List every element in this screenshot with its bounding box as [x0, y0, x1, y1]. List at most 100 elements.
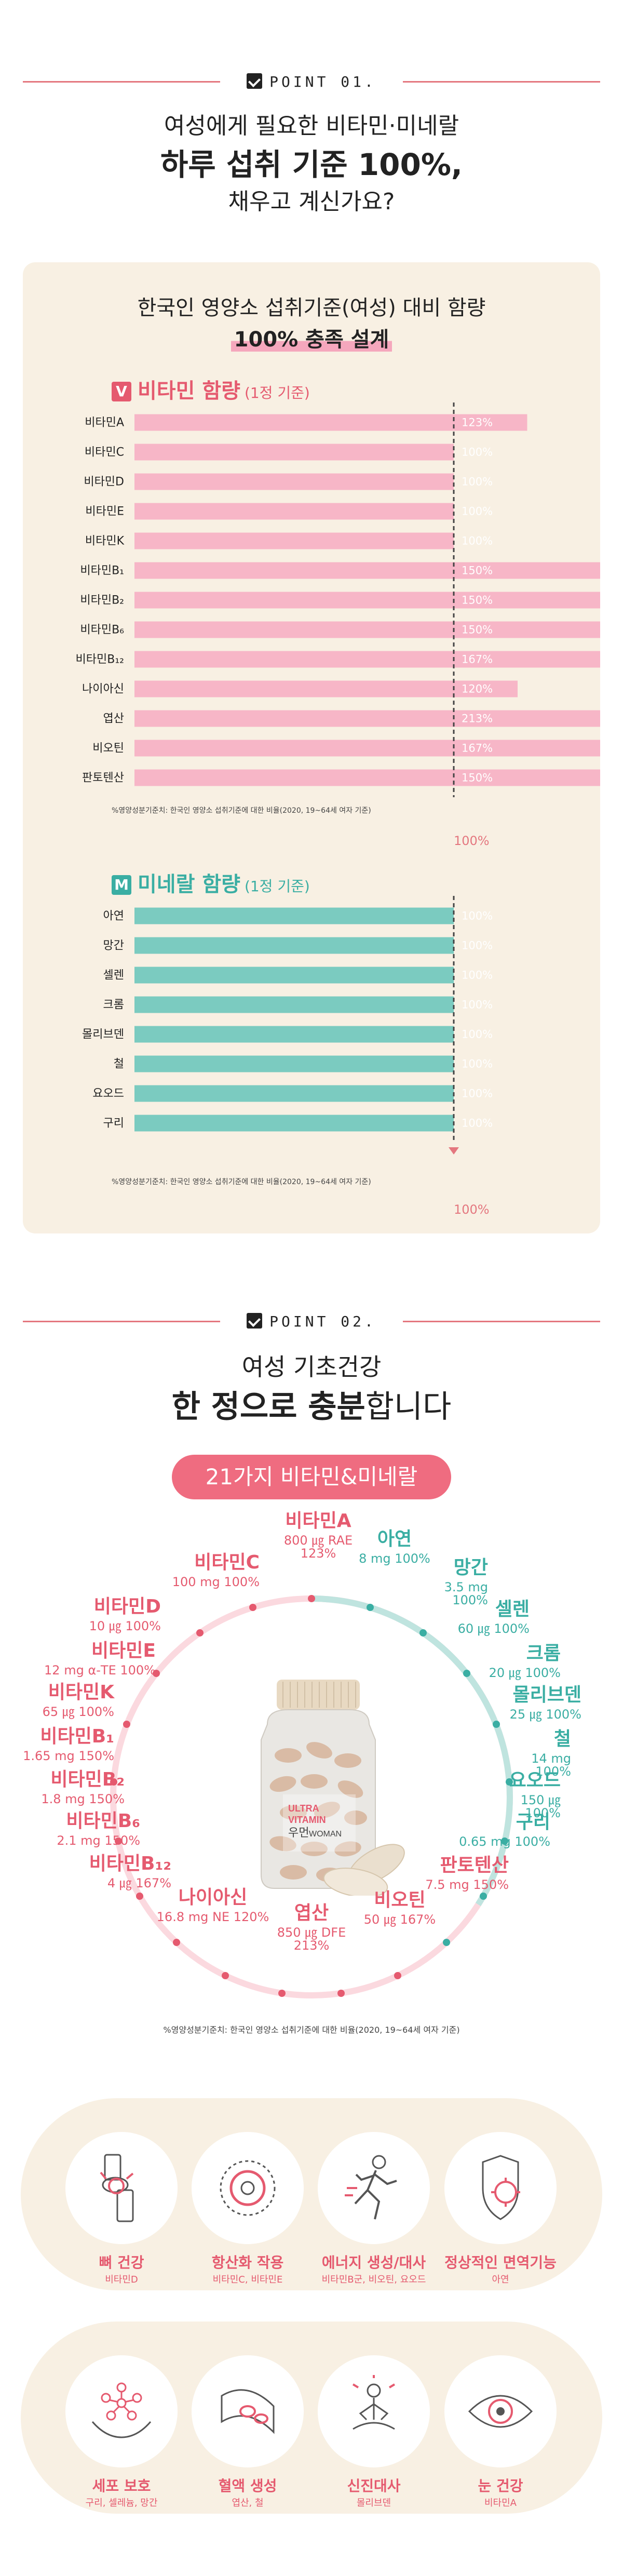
ring-dot — [463, 1669, 470, 1677]
mineral-note: %영양성분기준치: 한국인 영양소 섭취기준에 대한 비율(2020, 19~6… — [112, 1178, 371, 1186]
header-line-right — [403, 81, 600, 83]
nutrient-copper: 구리 0.65 mg 100% — [459, 1812, 550, 1849]
bottle-brand1: ULTRA — [288, 1803, 319, 1814]
bar-category-label: 비오틴 — [92, 742, 124, 755]
bar — [134, 592, 600, 609]
bar-value-label: 213% — [462, 713, 493, 725]
vitamin-section-label: V 비타민 함량 (1정 기준) — [112, 374, 310, 404]
bar-category-label: 판토텐산 — [82, 772, 124, 785]
bar-category-label: 비타민K — [85, 535, 125, 548]
vitamin-note: %영양성분기준치: 한국인 영양소 섭취기준에 대한 비율(2020, 19~6… — [112, 807, 371, 815]
bar-category-label: 아연 — [103, 910, 124, 923]
immune-shield-icon — [482, 2155, 520, 2220]
bar-category-label: 비타민B₂ — [80, 594, 124, 607]
benefit-title: 뼈 건강 — [99, 2254, 144, 2271]
bar-value-label: 100% — [462, 999, 493, 1011]
benefit-sub: 구리, 셀레늄, 망간 — [85, 2498, 158, 2508]
bar — [134, 967, 454, 984]
bar — [134, 532, 454, 549]
benefit-title: 항산화 작용 — [211, 2254, 284, 2271]
ring-dot — [366, 1603, 374, 1611]
mineral-badge: M — [112, 875, 131, 895]
mineral-sub: (1정 기준) — [244, 878, 310, 895]
bar-category-label: 엽산 — [103, 713, 124, 726]
bar — [134, 1115, 454, 1132]
checkbox-icon — [247, 73, 263, 89]
card-subtitle: 100% 충족 설계 — [23, 323, 600, 353]
bar-value-label: 150% — [462, 624, 493, 636]
benefit-sub: 아연 — [492, 2274, 509, 2285]
benefit-sub: 엽산, 철 — [232, 2498, 264, 2508]
blood-vessel-icon — [221, 2389, 275, 2434]
energy-icon-circle — [318, 2132, 430, 2244]
nutrient-vitamin-b1: 비타민B₁ 1.65 mg 150% — [23, 1726, 114, 1763]
bar — [134, 907, 454, 924]
nutrient-vitamin-b12: 비타민B₁₂ 4 ㎍ 167% — [89, 1853, 171, 1890]
point2-line1: 여성 기초건강 — [241, 1353, 382, 1381]
bar-category-label: 비타민A — [85, 417, 124, 430]
benefit-sub: 비타민B군, 비오틴, 요오드 — [321, 2274, 426, 2285]
ring-dot — [501, 1837, 509, 1845]
ring-dot — [479, 1893, 487, 1900]
benefit-sub: 몰리브덴 — [356, 2498, 391, 2508]
nutrient-vitamin-k: 비타민K 65 ㎍ 100% — [42, 1682, 114, 1719]
ring-dot — [419, 1629, 427, 1637]
bar — [134, 769, 600, 786]
ring-dot — [394, 1972, 401, 1980]
bottle-brand2: VITAMIN — [288, 1815, 326, 1825]
benefit-sub: 비타민A — [484, 2498, 517, 2508]
bar-category-label: 비타민D — [84, 476, 124, 489]
bar — [134, 1085, 454, 1102]
bar-category-label: 나이아신 — [82, 683, 124, 696]
ring-dot — [123, 1721, 131, 1728]
ring-dot — [492, 1721, 500, 1728]
bar — [134, 473, 454, 490]
antioxidant-icon — [220, 2160, 276, 2216]
bar — [134, 1026, 454, 1043]
benefit-title: 에너지 생성/대사 — [321, 2254, 426, 2271]
ring-dot — [505, 1778, 513, 1786]
bar-value-label: 150% — [462, 594, 493, 607]
bar-category-label: 비타민C — [85, 446, 124, 459]
nutrient-count-pill: 21가지 비타민&미네랄 — [172, 1455, 451, 1499]
checkbox-icon — [247, 1313, 263, 1329]
bar — [134, 621, 600, 638]
bar-value-label: 150% — [462, 565, 493, 577]
nutrient-zinc: 아연 8 mg 100% — [359, 1528, 430, 1566]
nutrient-biotin: 비오틴 50 ㎍ 167% — [363, 1889, 436, 1927]
point2-line2: 한 정으로 충분합니다 — [171, 1389, 452, 1425]
bar — [134, 710, 600, 727]
nutrient-iodine: 요오드 150 ㎍ 100% — [509, 1770, 561, 1820]
ring-dot — [222, 1972, 229, 1980]
ring-dot — [442, 1939, 450, 1947]
vitamin-100-marker: 100% — [454, 834, 490, 848]
bar-value-label: 100% — [462, 476, 493, 488]
nutrient-selenium: 셀렌 60 ㎍ 100% — [457, 1599, 530, 1636]
ring-dot — [136, 1893, 144, 1900]
point1-line1: 여성에게 필요한 비타민·미네랄 — [164, 113, 459, 139]
mineral-arc — [311, 1595, 513, 1907]
bar-category-label: 비타민B₁₂ — [76, 653, 124, 666]
bar-value-label: 100% — [462, 969, 493, 982]
reference-marker — [449, 1147, 459, 1155]
nutrient-folate: 엽산 850 ㎍ DFE 213% — [277, 1902, 346, 1953]
meditation-icon — [352, 2375, 396, 2430]
ring-dot — [110, 1778, 118, 1786]
benefit-title: 혈액 생성 — [218, 2477, 277, 2494]
nutrient-vitamin-d: 비타민D 10 ㎍ 100% — [89, 1596, 161, 1633]
eye-icon-circle — [444, 2355, 557, 2467]
cell-protect-icon-circle — [65, 2355, 178, 2467]
nutrient-chromium: 크롬 20 ㎍ 100% — [489, 1643, 561, 1680]
bar-category-label: 요오드 — [92, 1088, 124, 1101]
ring-dot — [173, 1939, 181, 1947]
header-line-left — [23, 81, 220, 83]
bar-value-label: 100% — [462, 1058, 493, 1070]
bar — [134, 503, 454, 520]
nutrient-vitamin-b6: 비타민B₆ 2.1 mg 150% — [57, 1810, 140, 1848]
bar-category-label: 비타민B₆ — [80, 624, 124, 637]
bar — [134, 444, 454, 461]
supplement-bottle-image: ULTRA VITAMIN 우먼 WOMAN — [261, 1680, 405, 1896]
ring-dot — [153, 1669, 160, 1677]
bar — [134, 562, 600, 579]
nutrient-vitamin-c: 비타민C 100 mg 100% — [172, 1552, 260, 1589]
